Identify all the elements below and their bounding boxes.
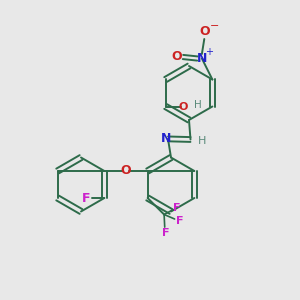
Text: F: F: [162, 228, 169, 238]
Text: +: +: [206, 47, 213, 57]
Text: −: −: [210, 20, 220, 31]
Text: H: H: [198, 136, 206, 146]
Text: H: H: [194, 100, 202, 110]
Text: N: N: [197, 52, 207, 65]
Text: F: F: [173, 203, 181, 213]
Text: O: O: [172, 50, 182, 64]
Text: O: O: [199, 25, 210, 38]
Text: O: O: [178, 101, 188, 112]
Text: O: O: [121, 164, 131, 178]
Text: F: F: [176, 215, 184, 226]
Text: F: F: [82, 191, 91, 205]
Text: N: N: [161, 132, 172, 145]
